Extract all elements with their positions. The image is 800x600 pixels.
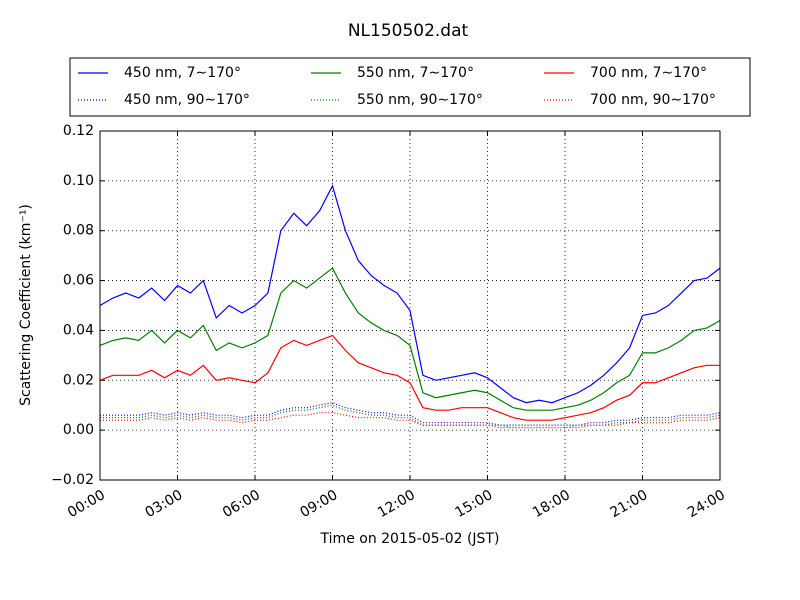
legend-box [69, 57, 751, 117]
x-tick-label: 06:00 [220, 487, 263, 521]
y-tick-label: −0.02 [51, 472, 94, 488]
y-tick-label: 0.00 [63, 422, 94, 438]
x-tick-label: 12:00 [375, 487, 418, 521]
y-tick-label: 0.06 [63, 273, 94, 289]
legend-label: 550 nm, 7∼170° [357, 65, 474, 81]
x-tick-label: 15:00 [453, 487, 496, 521]
legend-label: 450 nm, 90∼170° [124, 92, 250, 108]
x-axis-label: Time on 2015-05-02 (JST) [320, 531, 500, 547]
x-tick-label: 03:00 [143, 487, 186, 521]
data-line [99, 184, 721, 404]
legend-label: 700 nm, 90∼170° [590, 92, 716, 108]
legend-label: 700 nm, 7∼170° [590, 65, 707, 81]
data-line [100, 402, 721, 426]
plot-frame [99, 130, 721, 481]
y-tick-label: 0.10 [63, 173, 94, 189]
y-tick-label: 0.04 [63, 322, 94, 338]
y-tick-label: 0.12 [63, 123, 94, 139]
legend-label: 450 nm, 7∼170° [124, 65, 241, 81]
y-tick-label: 0.02 [63, 372, 94, 388]
y-axis-label: Scattering Coefficient (km⁻¹) [18, 204, 34, 406]
legend-label: 550 nm, 90∼170° [357, 92, 483, 108]
y-tick-label: 0.08 [63, 223, 94, 239]
data-line [100, 404, 721, 429]
x-tick-label: 00:00 [65, 487, 108, 521]
x-tick-label: 18:00 [530, 487, 573, 521]
data-line [99, 267, 721, 411]
data-line [99, 334, 720, 421]
chart-title: NL150502.dat [348, 21, 469, 41]
x-tick-label: 09:00 [298, 487, 341, 521]
x-tick-label: 21:00 [608, 487, 651, 521]
x-tick-label: 24:00 [685, 487, 728, 521]
